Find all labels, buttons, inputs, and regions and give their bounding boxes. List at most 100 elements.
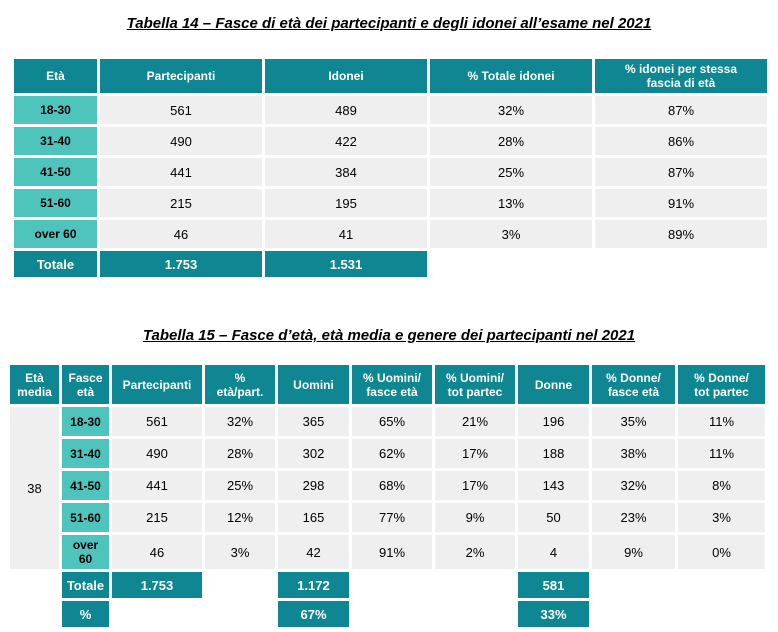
table15: Età media Fasce età Partecipanti % età/p… [7, 362, 768, 630]
total-uomini: 1.172 [278, 572, 349, 598]
table15-header-donne: Donne [518, 365, 589, 404]
cell-pct-uomini-tot: 17% [435, 471, 515, 500]
table15-header-pct-donne-fascia: % Donne/ fasce età [592, 365, 675, 404]
total-label: Totale [62, 572, 109, 598]
cell-pct-donne-tot: 0% [678, 535, 765, 569]
cell-pct-donne-tot: 11% [678, 439, 765, 468]
cell-pct-donne-fascia: 38% [592, 439, 675, 468]
cell-pct-uomini-tot: 21% [435, 407, 515, 436]
empty-cell [352, 572, 432, 598]
table14-header-eta: Età [14, 59, 97, 93]
total-partecipanti: 1.753 [100, 251, 262, 277]
table-row: 31-40 490 28% 302 62% 17% 188 38% 11% [10, 439, 765, 468]
percent-uomini: 67% [278, 601, 349, 627]
table14: Età Partecipanti Idonei % Totale idonei … [11, 56, 770, 280]
table15-header-pct-uomini-tot: % Uomini/ tot partec [435, 365, 515, 404]
cell-pct-uomini-tot: 9% [435, 503, 515, 532]
cell-partecipanti: 46 [100, 220, 262, 248]
cell-donne: 188 [518, 439, 589, 468]
cell-donne: 143 [518, 471, 589, 500]
empty-cell [595, 251, 767, 277]
cell-idonei: 41 [265, 220, 427, 248]
cell-pct-stessa-fascia: 87% [595, 158, 767, 186]
table-row: 41-50 441 384 25% 87% [14, 158, 767, 186]
total-row: Totale 1.753 1.531 [14, 251, 767, 277]
row-label: 51-60 [14, 189, 97, 217]
total-row: Totale 1.753 1.172 581 [10, 572, 765, 598]
row-label: 31-40 [14, 127, 97, 155]
row-label: 18-30 [62, 407, 109, 436]
cell-pct-uomini-fascia: 65% [352, 407, 432, 436]
table-row: 38 18-30 561 32% 365 65% 21% 196 35% 11% [10, 407, 765, 569]
table15-header-pct-donne-tot: % Donne/ tot partec [678, 365, 765, 404]
cell-idonei: 422 [265, 127, 427, 155]
percent-label: % [62, 601, 109, 627]
empty-cell [435, 572, 515, 598]
row-label: 31-40 [62, 439, 109, 468]
empty-cell [435, 601, 515, 627]
cell-pct-totale-idonei: 32% [430, 96, 592, 124]
cell-pct-stessa-fascia: 91% [595, 189, 767, 217]
table15-header-pct-uomini-fascia: % Uomini/ fasce età [352, 365, 432, 404]
table-row: over 60 46 3% 42 91% 2% 4 9% 0% [10, 535, 765, 569]
table15-header-fasce-eta: Fasce età [62, 365, 109, 404]
cell-donne: 50 [518, 503, 589, 532]
table14-title: Tabella 14 – Fasce di età dei partecipan… [126, 15, 652, 32]
row-label: over 60 [62, 535, 109, 569]
cell-uomini: 42 [278, 535, 349, 569]
empty-cell [592, 572, 675, 598]
cell-pct-totale-idonei: 25% [430, 158, 592, 186]
cell-partecipanti: 46 [112, 535, 202, 569]
cell-pct-donne-fascia: 32% [592, 471, 675, 500]
cell-uomini: 165 [278, 503, 349, 532]
cell-pct-totale-idonei: 3% [430, 220, 592, 248]
total-donne: 581 [518, 572, 589, 598]
cell-pct-uomini-fascia: 68% [352, 471, 432, 500]
table-row: 51-60 215 195 13% 91% [14, 189, 767, 217]
row-label: 41-50 [14, 158, 97, 186]
table14-header-idonei: Idonei [265, 59, 427, 93]
cell-pct-donne-tot: 8% [678, 471, 765, 500]
cell-pct-uomini-fascia: 62% [352, 439, 432, 468]
table14-header-row: Età Partecipanti Idonei % Totale idonei … [14, 59, 767, 93]
table15-header-partecipanti: Partecipanti [112, 365, 202, 404]
table14-header-partecipanti: Partecipanti [100, 59, 262, 93]
cell-pct-totale-idonei: 28% [430, 127, 592, 155]
cell-pct-eta-part: 28% [205, 439, 275, 468]
cell-donne: 196 [518, 407, 589, 436]
cell-partecipanti: 561 [100, 96, 262, 124]
cell-donne: 4 [518, 535, 589, 569]
cell-idonei: 489 [265, 96, 427, 124]
cell-pct-eta-part: 25% [205, 471, 275, 500]
row-label: over 60 [14, 220, 97, 248]
cell-pct-donne-tot: 11% [678, 407, 765, 436]
cell-partecipanti: 561 [112, 407, 202, 436]
table-row: 41-50 441 25% 298 68% 17% 143 32% 8% [10, 471, 765, 500]
cell-partecipanti: 490 [100, 127, 262, 155]
empty-cell [205, 572, 275, 598]
row-label: 41-50 [62, 471, 109, 500]
empty-cell [352, 601, 432, 627]
table14-header-pct-totale-idonei: % Totale idonei [430, 59, 592, 93]
table15-title: Tabella 15 – Fasce d’età, età media e ge… [142, 327, 636, 344]
cell-pct-donne-fascia: 9% [592, 535, 675, 569]
total-idonei: 1.531 [265, 251, 427, 277]
cell-pct-donne-fascia: 35% [592, 407, 675, 436]
cell-pct-uomini-tot: 17% [435, 439, 515, 468]
cell-uomini: 302 [278, 439, 349, 468]
empty-cell [10, 572, 59, 598]
cell-pct-uomini-fascia: 91% [352, 535, 432, 569]
percent-donne: 33% [518, 601, 589, 627]
cell-partecipanti: 490 [112, 439, 202, 468]
cell-pct-donne-fascia: 23% [592, 503, 675, 532]
cell-uomini: 365 [278, 407, 349, 436]
cell-partecipanti: 441 [112, 471, 202, 500]
row-label: 18-30 [14, 96, 97, 124]
empty-cell [678, 572, 765, 598]
row-label: 51-60 [62, 503, 109, 532]
cell-uomini: 298 [278, 471, 349, 500]
table-row: 31-40 490 422 28% 86% [14, 127, 767, 155]
empty-cell [678, 601, 765, 627]
table15-header-uomini: Uomini [278, 365, 349, 404]
